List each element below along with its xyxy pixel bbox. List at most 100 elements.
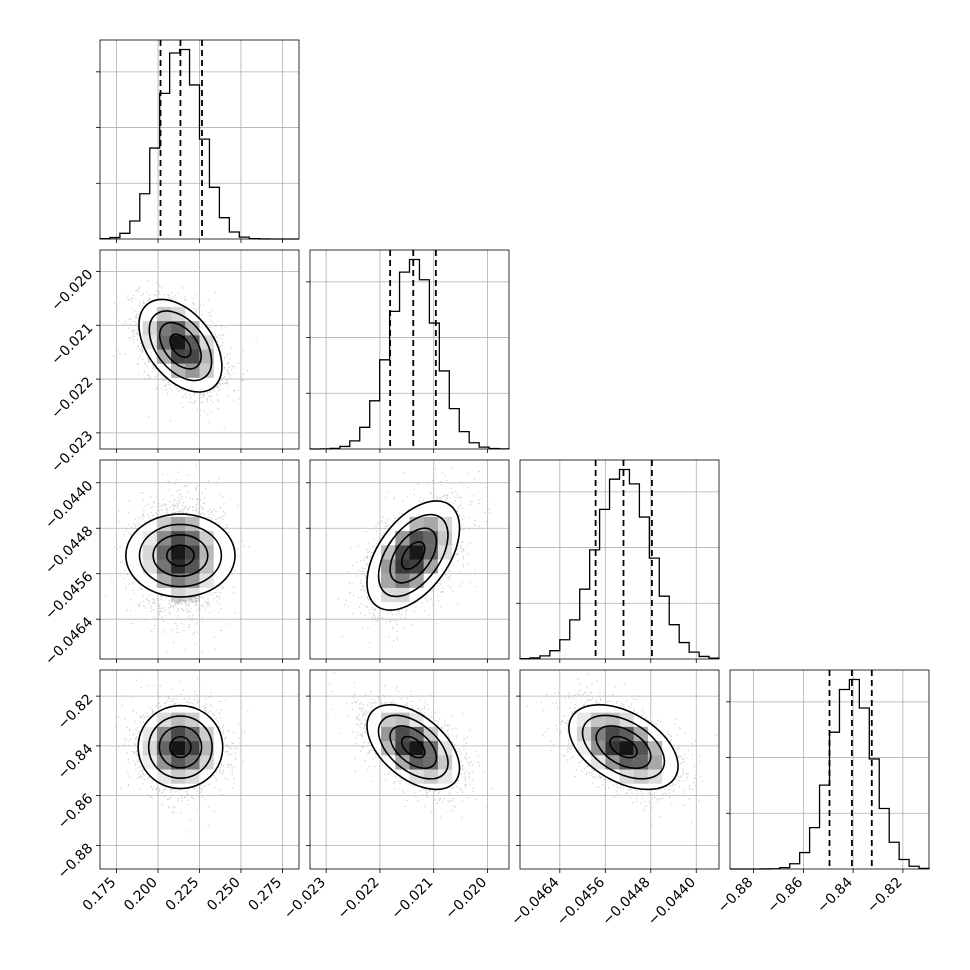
density-cell [576,726,592,742]
x-tick-label: −0.82 [864,875,906,917]
density-cell [185,349,200,364]
density-cell [171,349,186,364]
density-cell [633,769,648,784]
density-cell [156,306,172,322]
density-cell [423,769,438,784]
y-tick-label: −0.021 [48,320,96,368]
density-cell [437,769,453,784]
y-tick-label: −0.84 [55,741,97,783]
x-tick-label: 0.175 [80,875,120,915]
x-tick-label: −0.86 [765,874,807,916]
density-cell [171,531,186,546]
x-tick-label: −0.021 [389,875,437,923]
histogram-steps [519,468,720,660]
x-tick-label: −0.022 [335,875,383,923]
panel-content [327,672,493,819]
contour-line [609,735,638,759]
contour-line [147,715,213,780]
x-tick-label: −0.84 [814,874,856,916]
density-cell [381,559,396,574]
contour-line [137,704,224,790]
density-cell [171,755,186,770]
density-cell [199,755,214,770]
density-cell [185,587,200,603]
x-tick-label: 0.275 [246,875,286,915]
density-cell [409,573,424,588]
density-cell [395,545,410,560]
x-tick-label: 0.200 [121,875,161,915]
contour-line [169,333,192,359]
panel-frame [729,669,930,870]
density-cell [171,769,186,784]
contour-line [377,513,449,598]
contour-line [366,704,461,791]
density-cell [156,769,172,784]
density-cell [171,741,186,756]
density-cell [199,363,214,378]
density-panel-1-2 [96,249,300,453]
density-cell [619,741,634,756]
density-cell [199,545,214,560]
y-tick-label: −0.023 [48,428,96,476]
density-cell [199,559,214,574]
density-panel-1-3 [96,459,300,663]
density-cell [423,741,438,756]
sample-points [526,673,717,827]
panel-content [105,465,250,654]
density-cell [647,755,663,770]
density-cell [171,559,186,574]
histogram-panel-2 [306,249,510,453]
y-tick-label: −0.86 [55,791,97,833]
density-cell [185,726,200,742]
contour-line [165,544,195,567]
density-cell [576,741,592,756]
density-cell [171,587,186,603]
x-tick-label: −0.0464 [508,874,562,928]
density-cell [423,755,438,770]
density-cell [381,573,396,588]
density-cell [185,712,200,727]
density-cell [409,741,424,756]
contour-line [400,541,426,570]
panel-content [114,678,249,833]
x-tick-label: −0.023 [281,875,329,923]
density-cell [395,726,410,742]
histogram-panel-4 [726,669,930,873]
contour-line [138,523,223,588]
density-cell [437,531,453,546]
density-cell [185,545,200,560]
density-cell [409,545,424,560]
density-cell [142,531,157,546]
contour-line [125,513,236,598]
y-tick-label: −0.88 [55,840,97,882]
density-cell [437,741,453,756]
panel-content [526,673,717,827]
y-tick-label: −0.020 [48,267,96,315]
x-tick-label: −0.0448 [599,875,653,929]
density-cell [185,741,200,756]
y-tick-label: −0.022 [48,374,96,422]
density-cell [381,545,396,560]
density-panel-2-3 [306,459,510,663]
density-cell [576,712,592,727]
density-cell [395,531,410,546]
contour-line [158,321,202,370]
panel-content [113,277,257,428]
x-tick-label: −0.88 [715,875,757,917]
density-cell [409,559,424,574]
panel-content [337,467,491,647]
density-cell [395,573,410,588]
density-cell [156,755,172,770]
density-cell [199,741,214,756]
y-tick-label: −0.0448 [42,523,96,577]
density-cell [142,755,157,770]
x-tick-label: −0.020 [442,875,490,923]
density-cell [156,335,172,350]
x-tick-label: 0.225 [163,875,203,915]
panel-frame [309,669,510,870]
histogram-panel-3 [516,459,720,663]
contour-line [138,298,223,393]
histogram-steps [309,258,510,450]
density-cell [171,321,186,336]
